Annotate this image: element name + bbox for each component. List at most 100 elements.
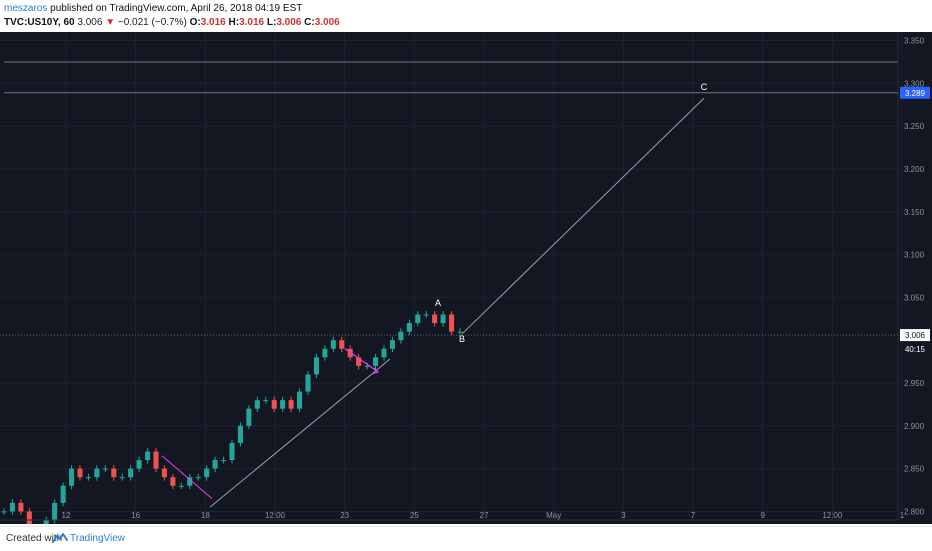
candle-body (85, 477, 91, 479)
x-tick-label: 7 (691, 511, 696, 520)
candle-body (77, 468, 83, 478)
candle-body (280, 400, 286, 409)
candle-body (398, 331, 404, 341)
candle-body (356, 357, 362, 366)
candle-body (153, 451, 159, 469)
candle-body (440, 314, 446, 324)
candle-body (128, 468, 134, 478)
candle-body (1, 511, 7, 513)
candle-body (178, 485, 184, 487)
candle-body (305, 374, 311, 392)
candle-body (212, 460, 218, 469)
y-tick-label: 2.800 (904, 507, 925, 516)
publish-line: meszaros published on TradingView.com, A… (4, 3, 302, 15)
high-label: H: (228, 17, 240, 28)
candle-body (254, 400, 260, 409)
candle-body (69, 468, 75, 486)
x-tick-label: 12 (62, 511, 71, 520)
x-tick-label: 27 (480, 511, 489, 520)
created-with-text: Created with (6, 533, 63, 544)
last-price: 3.006 (77, 17, 103, 28)
countdown-label: 40:15 (905, 345, 926, 354)
x-tick-label: 3 (621, 511, 626, 520)
change-value: −0.021 (−0.7%) (117, 17, 187, 28)
x-tick-label: 23 (340, 511, 349, 520)
x-tick-label: 12:00 (265, 511, 286, 520)
candle-body (94, 468, 100, 478)
current-price-label: 3.006 (905, 331, 926, 340)
magenta-leg (161, 455, 213, 499)
candle-body (161, 468, 167, 478)
candle-body (9, 502, 15, 512)
open-label: O: (189, 17, 201, 28)
candle-body (364, 365, 370, 367)
candle-body (145, 451, 151, 461)
tradingview-logo-icon (52, 533, 68, 543)
candle-body (322, 348, 328, 358)
trendline (209, 358, 391, 508)
y-tick-label: 2.850 (904, 465, 925, 474)
close-value: 3.006 (314, 17, 340, 28)
y-tick-label: 3.050 (904, 293, 925, 302)
candle-body (18, 502, 24, 512)
close-label: C: (304, 17, 315, 28)
candle-body (26, 511, 32, 529)
candles (1, 311, 463, 541)
candle-body (432, 314, 438, 324)
wave-label-b: B (459, 334, 465, 344)
candle-body (204, 468, 210, 478)
y-tick-label: 3.350 (904, 37, 925, 46)
candle-body (449, 314, 455, 332)
change-arrow: ▼ (105, 17, 116, 28)
y-tick-label: 3.100 (904, 251, 925, 260)
wave-label-a: A (435, 298, 441, 308)
magenta-leg (344, 348, 379, 373)
annotations: A B C (161, 82, 708, 508)
target-price-label: 3.289 (905, 89, 926, 98)
candle-body (457, 331, 463, 333)
x-tick-label: 12:00 (822, 511, 843, 520)
price-chart[interactable]: A B C 3.350 3.300 3.250 3.200 3.150 3.100 3.050 2… (0, 32, 932, 541)
candle-body (195, 477, 201, 479)
axes: 3.350 3.300 3.250 3.200 3.150 3.100 3.050 2.950… (0, 32, 930, 521)
candle-body (330, 340, 336, 349)
candle-body (423, 314, 429, 316)
x-tick-label: 16 (131, 511, 140, 520)
candle-body (263, 400, 269, 402)
candle-body (288, 400, 294, 409)
projection-line (461, 97, 705, 335)
x-tick-label: 1 (900, 511, 905, 520)
published-text: published on TradingView.com, April 26, … (50, 3, 303, 14)
x-tick-label: May (546, 511, 561, 520)
candle-body (170, 477, 176, 486)
magenta-arrow (371, 367, 380, 375)
symbol-line: TVC:US10Y, 60 3.006 ▼ −0.021 (−0.7%) O:3… (4, 17, 340, 29)
current-price-label-bg (900, 329, 930, 342)
candle-body (111, 468, 117, 478)
horizontal-levels (0, 61, 898, 336)
chart-area[interactable]: A B C 3.350 3.300 3.250 3.200 3.150 3.100 3.050 2… (0, 32, 932, 541)
open-value: 3.016 (200, 17, 226, 28)
footer: Created with TradingView (0, 526, 932, 551)
high-value: 3.016 (239, 17, 265, 28)
wave-label-c: C (701, 82, 708, 92)
candle-body (119, 477, 125, 479)
y-tick-label: 2.900 (904, 422, 925, 431)
x-tick-label: 18 (201, 511, 210, 520)
candle-body (381, 348, 387, 358)
candle-body (43, 520, 49, 538)
y-tick-label: 3.150 (904, 208, 925, 217)
candle-body (237, 425, 243, 443)
low-value: 3.006 (276, 17, 302, 28)
candle-body (339, 340, 345, 349)
low-label: L: (266, 17, 277, 28)
y-tick-label: 2.950 (904, 379, 925, 388)
tradingview-brand-link[interactable]: TradingView (70, 533, 126, 544)
symbol-label[interactable]: TVC:US10Y, 60 (4, 17, 75, 28)
grid (0, 32, 903, 520)
candle-body (297, 391, 303, 409)
candle-body (60, 485, 66, 503)
author-link[interactable]: meszaros (4, 3, 48, 14)
plot-background (0, 32, 932, 524)
candle-body (415, 314, 421, 324)
